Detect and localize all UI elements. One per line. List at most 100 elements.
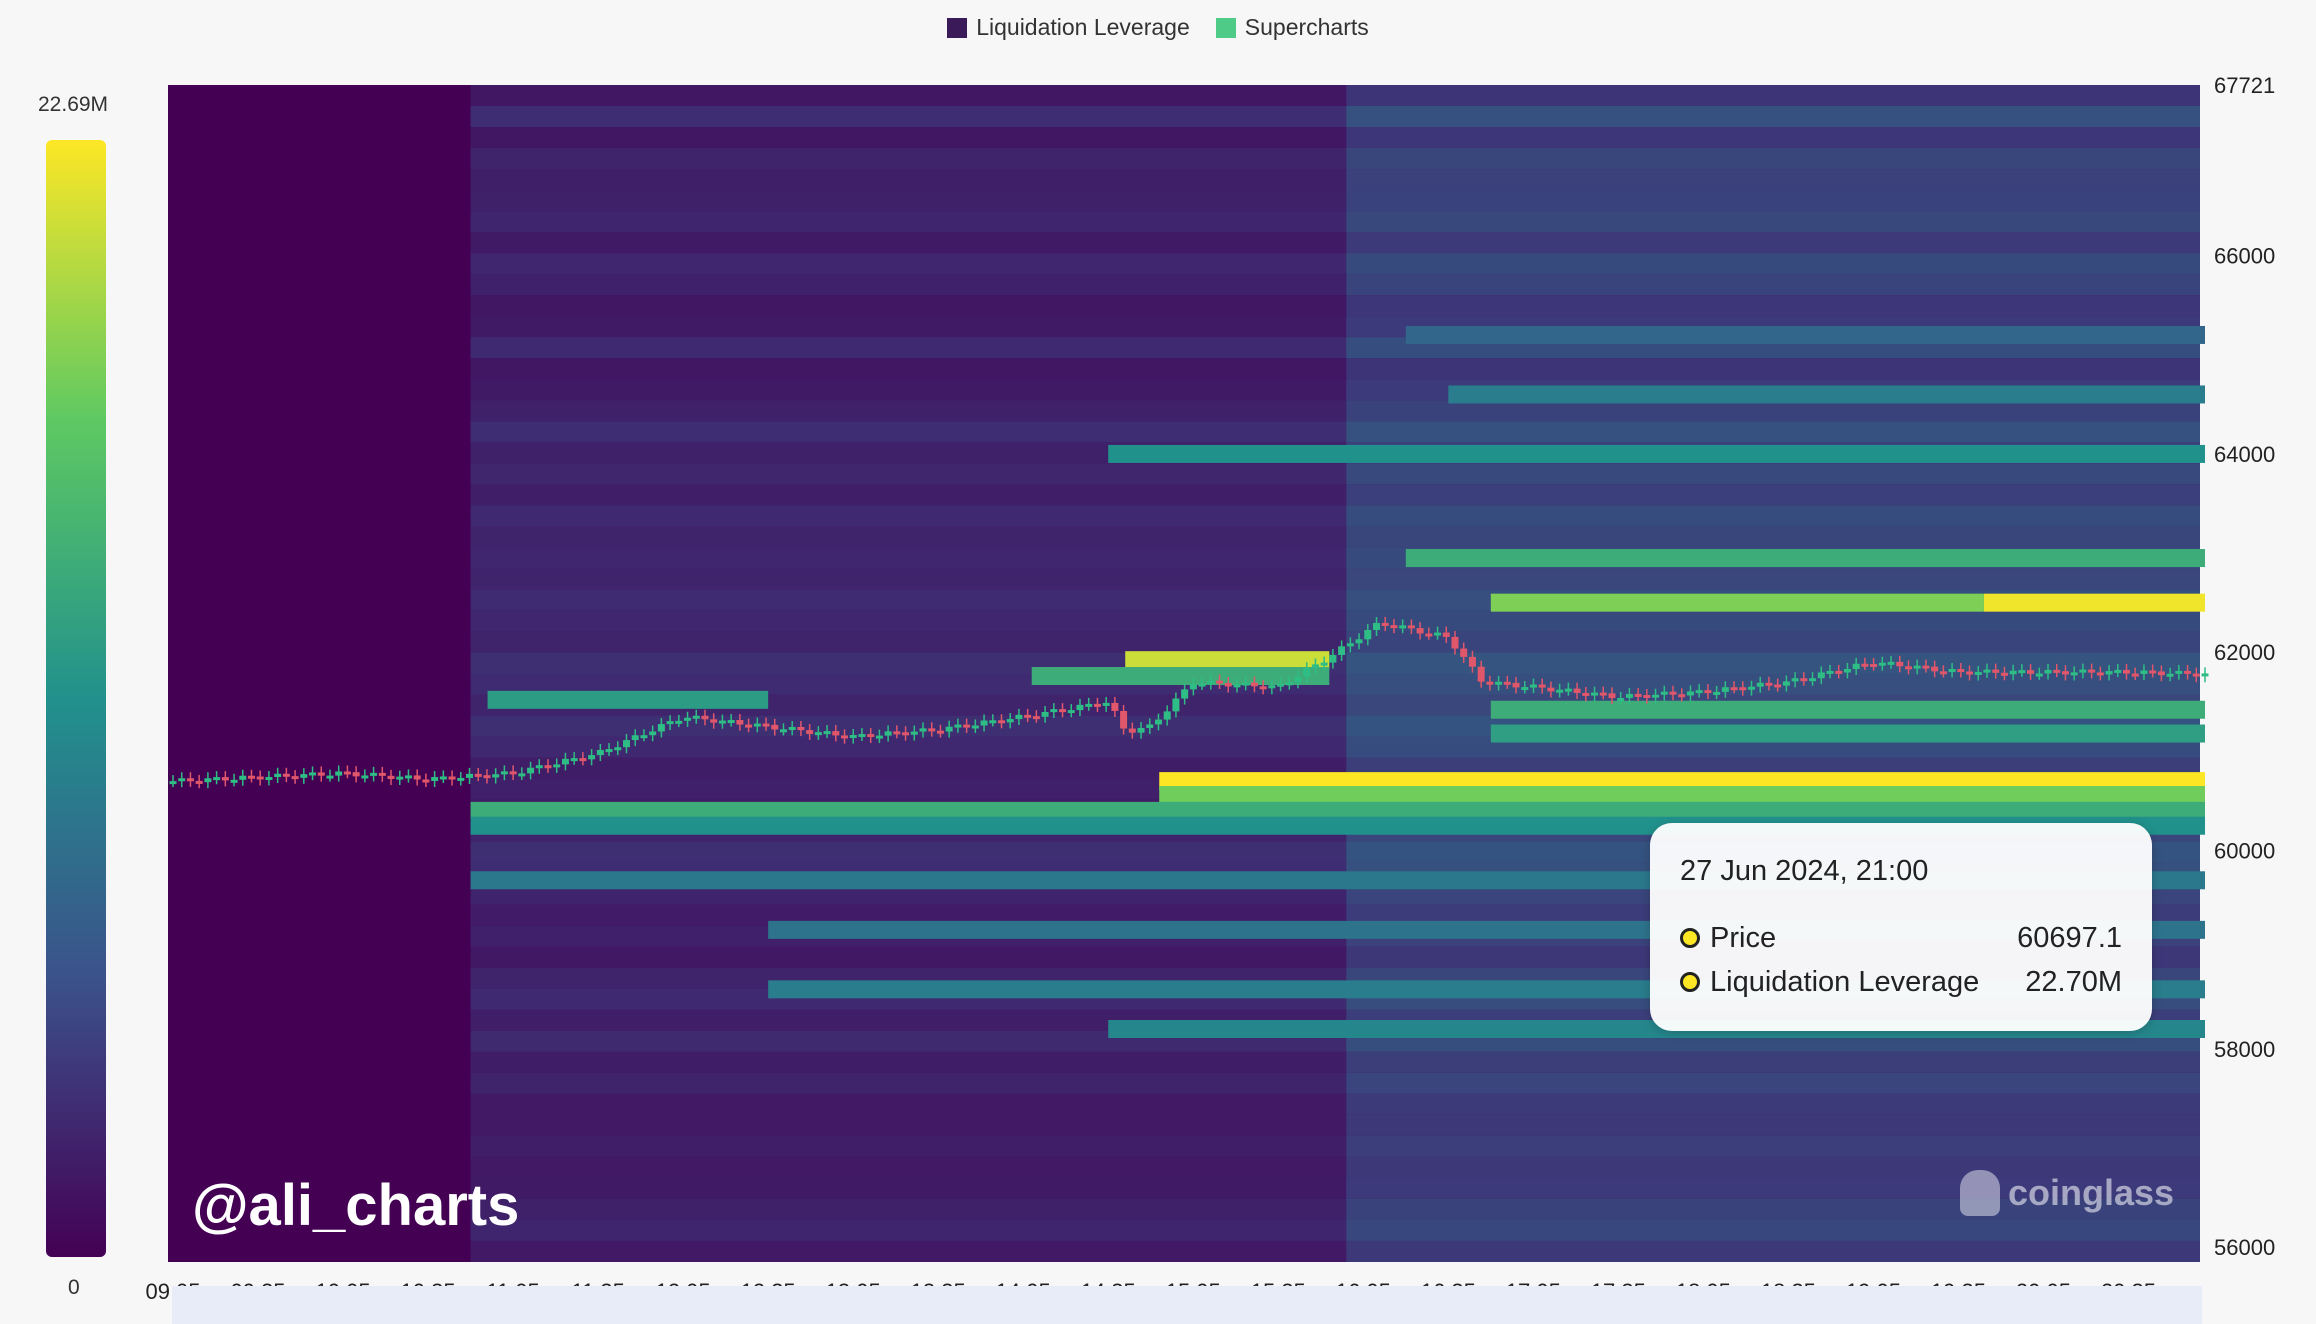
- candlestick: [1983, 669, 1991, 673]
- candlestick: [910, 731, 918, 735]
- candlestick: [1442, 632, 1450, 637]
- candlestick: [265, 777, 273, 781]
- candlestick: [413, 775, 421, 780]
- heatmap-band: [1405, 549, 2205, 568]
- candlestick: [2027, 670, 2035, 674]
- heatmap-cell-row: [1346, 1156, 2200, 1178]
- candlestick: [1346, 643, 1354, 647]
- heatmap-cell-row: [1346, 1135, 2200, 1157]
- heatmap-cell-row: [1346, 1240, 2200, 1262]
- candlestick: [2157, 671, 2165, 676]
- candlestick: [1294, 676, 1302, 683]
- candlestick: [1242, 682, 1250, 686]
- candlestick: [1364, 629, 1372, 640]
- legend-label: Liquidation Leverage: [976, 14, 1190, 40]
- candlestick: [1774, 684, 1782, 688]
- legend-item-supercharts[interactable]: Supercharts: [1215, 14, 1369, 41]
- candlestick: [1015, 714, 1023, 720]
- heatmap-band: [1108, 444, 2205, 463]
- candlestick: [1756, 682, 1764, 687]
- candlestick: [1495, 681, 1503, 685]
- candlestick: [2053, 669, 2061, 673]
- heatmap-cell-row: [1346, 106, 2200, 128]
- candlestick: [1826, 670, 1834, 674]
- heatmap-cell-row: [1346, 127, 2200, 149]
- candlestick: [2140, 670, 2148, 674]
- candlestick: [2131, 673, 2139, 677]
- candlestick: [1904, 666, 1912, 670]
- heatmap-cell-row: [1346, 1177, 2200, 1199]
- candlestick: [378, 772, 386, 776]
- candlestick: [274, 773, 282, 778]
- watermark-text: @ali_charts: [192, 1173, 520, 1238]
- y-tick-label: 64000: [2214, 442, 2275, 467]
- heatmap-band: [1490, 700, 2205, 719]
- candlestick: [1285, 682, 1293, 686]
- candlestick: [1407, 625, 1415, 629]
- heatmap-band: [1031, 667, 1330, 686]
- tooltip-row-leverage: Liquidation Leverage 22.70M: [1680, 960, 2122, 1004]
- colorbar-min-label: 0: [68, 1276, 80, 1299]
- candlestick: [1311, 664, 1319, 669]
- heatmap-band: [1125, 651, 1330, 670]
- candlestick: [1564, 688, 1572, 692]
- legend-label: Supercharts: [1244, 14, 1369, 40]
- candlestick: [466, 773, 474, 778]
- candlestick: [1643, 694, 1651, 698]
- colorbar[interactable]: [46, 140, 106, 1257]
- heatmap-cell-row: [1346, 484, 2200, 506]
- candlestick: [518, 773, 526, 777]
- heatmap-band: [1983, 593, 2205, 612]
- candlestick: [500, 771, 508, 775]
- candlestick: [814, 732, 822, 736]
- candlestick: [893, 731, 901, 735]
- time-navigator[interactable]: [172, 1286, 2202, 1324]
- candlestick: [352, 772, 360, 777]
- candlestick: [2079, 669, 2087, 673]
- candlestick: [1032, 716, 1040, 720]
- legend-item-liquidation-leverage[interactable]: Liquidation Leverage: [947, 14, 1190, 41]
- candlestick: [666, 721, 674, 725]
- tooltip-row-price: Price 60697.1: [1680, 916, 2122, 960]
- candlestick: [919, 728, 927, 732]
- candlestick: [1765, 682, 1773, 686]
- candlestick: [1093, 703, 1101, 707]
- heatmap-cell-row: [1346, 190, 2200, 212]
- candlestick: [1381, 622, 1389, 626]
- candlestick: [710, 719, 718, 723]
- candlestick: [884, 731, 892, 736]
- candlestick: [1416, 628, 1424, 634]
- candlestick: [1800, 678, 1808, 682]
- candlestick: [1974, 671, 1982, 675]
- y-tick-label: 62000: [2214, 640, 2275, 665]
- candlestick: [1634, 693, 1642, 697]
- candlestick: [753, 723, 761, 727]
- candlestick: [963, 724, 971, 728]
- candlestick: [1608, 693, 1616, 699]
- heatmap-cell-row: [1346, 673, 2200, 695]
- candlestick: [1216, 680, 1224, 684]
- candlestick: [1896, 661, 1904, 667]
- candlestick: [1617, 697, 1625, 701]
- candlestick: [1835, 670, 1843, 674]
- candlestick: [954, 724, 962, 728]
- candlestick: [204, 778, 212, 783]
- candlestick: [1460, 648, 1468, 657]
- candlestick: [745, 724, 753, 728]
- heatmap-band: [1490, 593, 1984, 612]
- heatmap-cell-row: [1346, 253, 2200, 275]
- candlestick: [300, 774, 308, 778]
- y-tick-label: 67721: [2214, 73, 2275, 98]
- candlestick: [1076, 704, 1084, 711]
- candlestick: [771, 724, 779, 730]
- candlestick: [544, 765, 552, 769]
- y-tick-label: 66000: [2214, 244, 2275, 269]
- candlestick: [1390, 625, 1398, 629]
- candlestick: [326, 775, 334, 779]
- heatmap-cell-row: [1346, 526, 2200, 548]
- heatmap-band: [487, 690, 769, 709]
- candlestick: [1887, 661, 1895, 665]
- tooltip-label: Liquidation Leverage: [1710, 965, 1980, 998]
- candlestick: [1434, 632, 1442, 636]
